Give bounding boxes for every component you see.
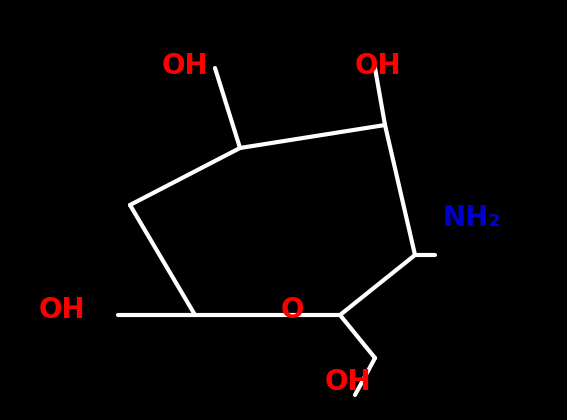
Text: OH: OH [355,52,401,80]
Text: O: O [280,296,304,324]
Text: OH: OH [162,52,208,80]
Text: OH: OH [39,296,85,324]
Text: OH: OH [325,368,371,396]
Text: NH₂: NH₂ [442,204,500,232]
